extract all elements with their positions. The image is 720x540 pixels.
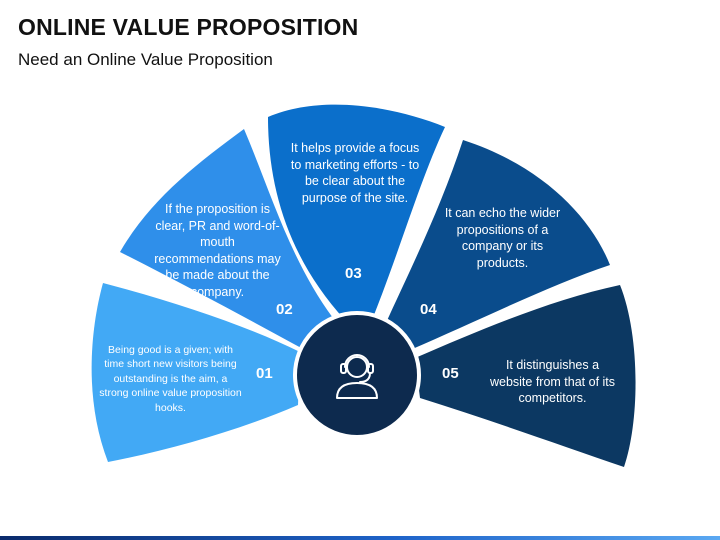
bottom-accent-bar	[0, 536, 720, 540]
segment-04	[385, 140, 610, 350]
slide-subtitle: Need an Online Value Proposition	[18, 50, 273, 69]
segment-01	[91, 283, 300, 462]
segment-02-text: If the proposition is clear, PR and word…	[154, 202, 281, 299]
slide-title: ONLINE VALUE PROPOSITION	[18, 14, 359, 40]
segment-04-number: 04	[420, 301, 437, 318]
segment-01-text: Being good is a given; with time short n…	[99, 344, 242, 414]
segment-05	[415, 285, 636, 467]
segment-05-number: 05	[442, 365, 459, 382]
segment-04-text: It can echo the wider propositions of a …	[444, 206, 561, 270]
center-circle	[293, 311, 421, 439]
segment-03-text: It helps provide a focus to marketing ef…	[290, 141, 420, 205]
headset-user-icon	[336, 354, 378, 399]
segment-03	[268, 104, 445, 320]
segment-02	[120, 129, 333, 350]
segment-05-text: It distinguishes a website from that of …	[489, 358, 616, 405]
segment-01-number: 01	[256, 365, 273, 382]
segment-03-number: 03	[345, 265, 362, 282]
segment-02-number: 02	[276, 301, 293, 318]
